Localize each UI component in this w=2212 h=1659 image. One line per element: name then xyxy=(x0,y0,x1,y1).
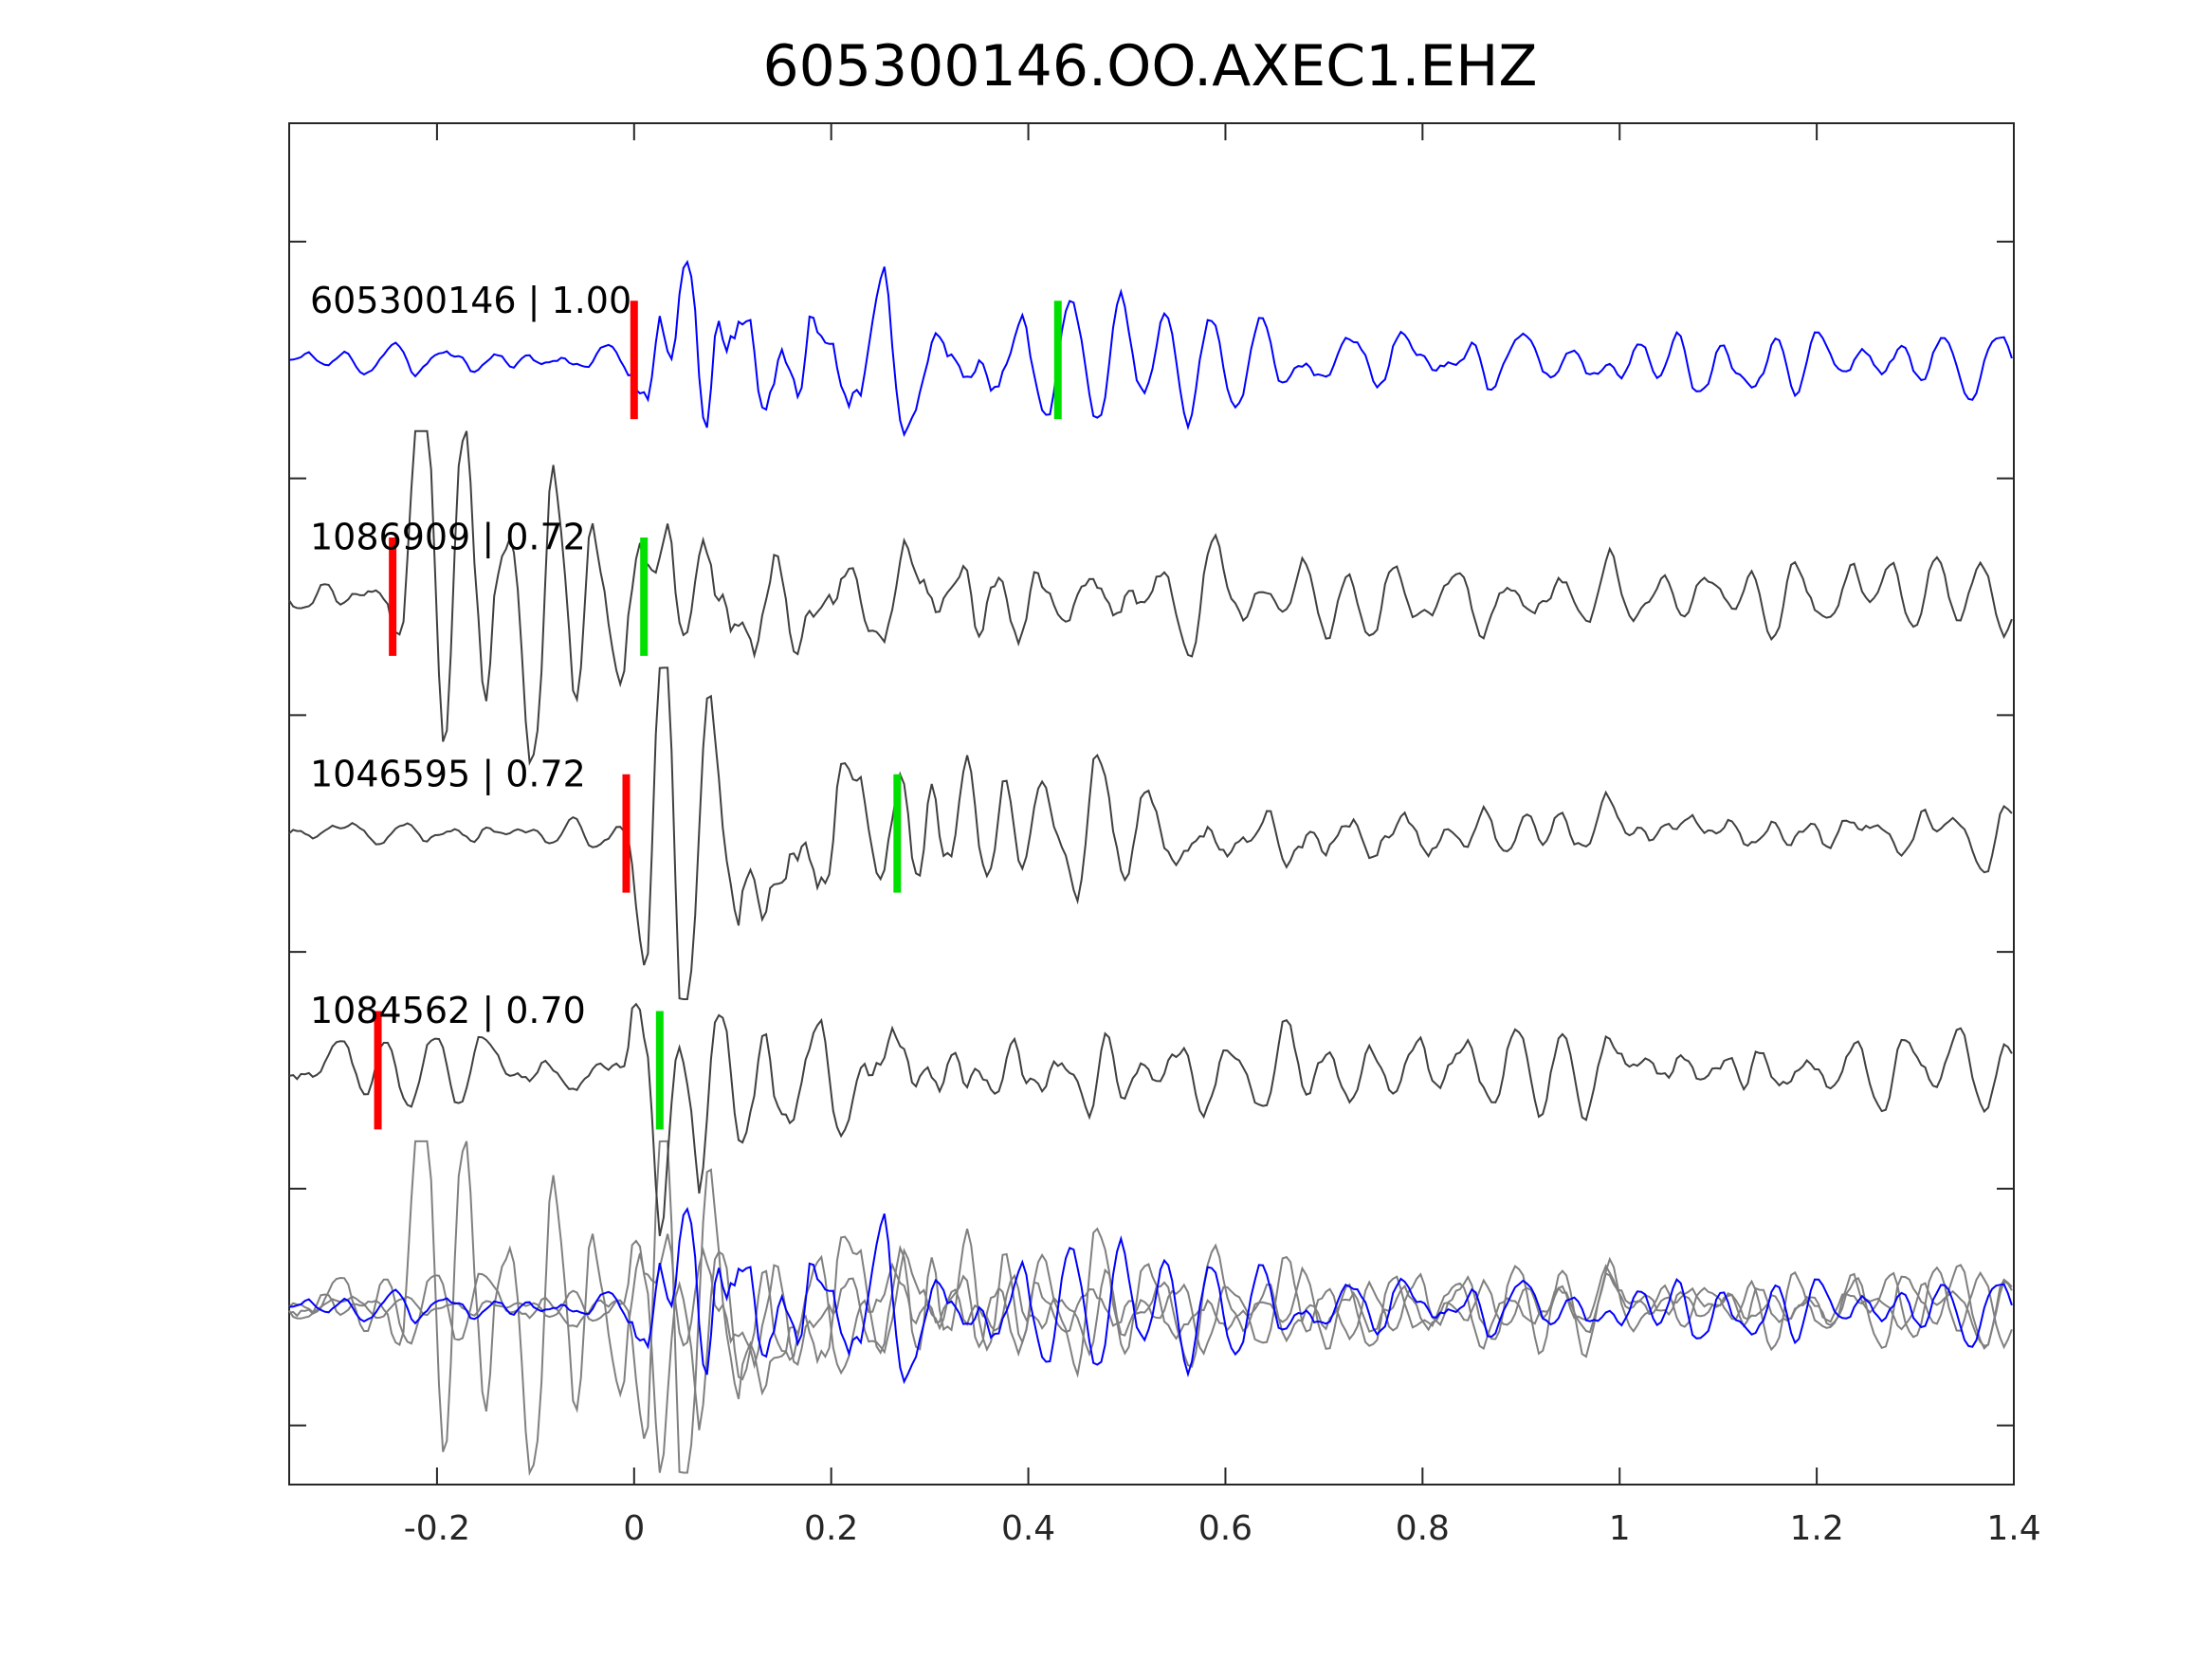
x-tick-label: 1.2 xyxy=(1789,1509,1843,1548)
x-tick-label: 0.4 xyxy=(1001,1509,1055,1548)
stack-overlay-trace xyxy=(288,1139,2013,1477)
x-tick-label: 1.4 xyxy=(1986,1509,2040,1548)
waveform-trace xyxy=(288,429,2013,766)
x-tick-label: -0.2 xyxy=(404,1509,470,1548)
x-tick-label: 0 xyxy=(623,1509,645,1548)
stack-overlay-trace xyxy=(288,1139,2013,1474)
stack-overlay-trace xyxy=(288,1239,2013,1473)
plot-area xyxy=(288,122,2015,1486)
trace-label: 1086909 | 0.72 xyxy=(310,517,586,559)
waveform-trace xyxy=(288,666,2013,1000)
x-tick-label: 0.8 xyxy=(1396,1509,1450,1548)
x-tick-label: 1 xyxy=(1609,1509,1631,1548)
waveform-trace xyxy=(288,259,2013,438)
waveform-trace xyxy=(288,1002,2013,1237)
x-tick-label: 0.2 xyxy=(804,1509,858,1548)
trace-label: 605300146 | 1.00 xyxy=(310,280,631,322)
stack-reference-trace xyxy=(288,1206,2013,1385)
trace-label: 1084562 | 0.70 xyxy=(310,990,586,1032)
trace-label: 1046595 | 0.72 xyxy=(310,753,586,795)
x-tick-label: 0.6 xyxy=(1198,1509,1252,1548)
chart-title: 605300146.OO.AXEC1.EHZ xyxy=(762,33,1537,100)
